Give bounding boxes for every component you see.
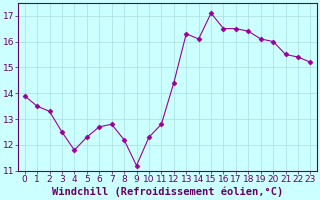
X-axis label: Windchill (Refroidissement éolien,°C): Windchill (Refroidissement éolien,°C) bbox=[52, 187, 283, 197]
